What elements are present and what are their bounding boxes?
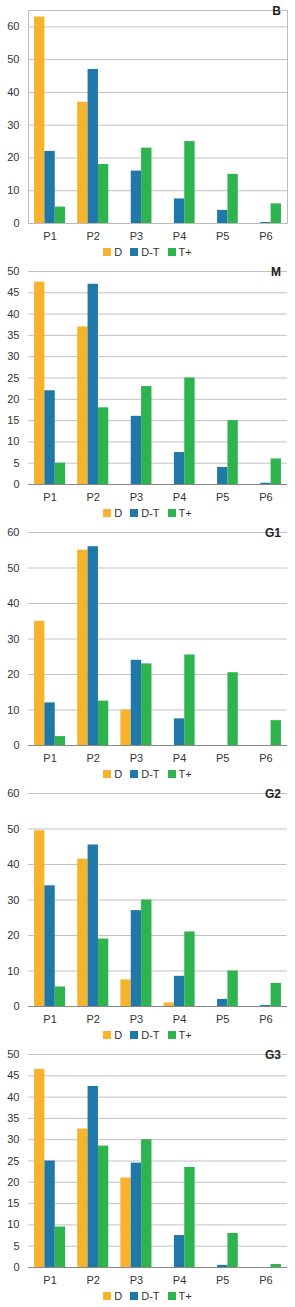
svg-text:15: 15: [7, 414, 19, 426]
svg-text:P3: P3: [130, 1274, 143, 1286]
svg-text:P4: P4: [173, 491, 186, 503]
svg-text:40: 40: [7, 858, 19, 870]
svg-text:60: 60: [7, 787, 19, 799]
svg-text:20: 20: [7, 151, 19, 163]
svg-text:P5: P5: [216, 1274, 229, 1286]
svg-text:45: 45: [7, 286, 19, 298]
html-text:G2: G2: [265, 787, 281, 801]
svg-text:40: 40: [7, 1091, 19, 1103]
svg-text:P2: P2: [87, 491, 100, 503]
html-text:G1: G1: [265, 526, 281, 540]
svg-text:P3: P3: [130, 1013, 143, 1025]
svg-text:P1: P1: [43, 230, 56, 242]
svg-text:20: 20: [7, 929, 19, 941]
svg-text:0: 0: [13, 1000, 19, 1012]
svg-text:P1: P1: [43, 1274, 56, 1286]
svg-text:P2: P2: [87, 1274, 100, 1286]
svg-text:P1: P1: [43, 1013, 56, 1025]
svg-text:P5: P5: [216, 752, 229, 764]
html-text:D: D: [114, 246, 123, 258]
svg-text:P5: P5: [216, 230, 229, 242]
svg-text:10: 10: [7, 184, 19, 196]
svg-text:P5: P5: [216, 491, 229, 503]
svg-text:0: 0: [13, 739, 19, 751]
svg-text:P3: P3: [130, 230, 143, 242]
svg-text:50: 50: [7, 265, 19, 277]
html-text:T+: T+: [178, 246, 192, 258]
svg-text:45: 45: [7, 1069, 19, 1081]
svg-text:P5: P5: [216, 1013, 229, 1025]
svg-text:50: 50: [7, 823, 19, 835]
svg-text:30: 30: [7, 350, 19, 362]
html-text:D: D: [114, 1290, 123, 1302]
svg-text:10: 10: [7, 435, 19, 447]
svg-text:P6: P6: [259, 491, 272, 503]
html-text:D: D: [114, 1029, 123, 1041]
svg-text:60: 60: [7, 20, 19, 32]
svg-text:P6: P6: [259, 1274, 272, 1286]
html-text:T+: T+: [178, 1290, 192, 1302]
html-text:M: M: [271, 265, 281, 279]
svg-text:P6: P6: [259, 230, 272, 242]
svg-text:40: 40: [7, 597, 19, 609]
html-text:D-T: D-T: [141, 1290, 160, 1302]
svg-text:10: 10: [7, 1218, 19, 1230]
svg-text:P2: P2: [87, 1013, 100, 1025]
html-text:D-T: D-T: [141, 768, 160, 780]
svg-text:P1: P1: [43, 491, 56, 503]
svg-text:P6: P6: [259, 1013, 272, 1025]
svg-text:P4: P4: [173, 230, 186, 242]
html-text:T+: T+: [178, 1029, 192, 1041]
svg-text:60: 60: [7, 526, 19, 538]
svg-text:30: 30: [7, 894, 19, 906]
svg-text:20: 20: [7, 1176, 19, 1188]
svg-text:10: 10: [7, 965, 19, 977]
svg-text:P4: P4: [173, 752, 186, 764]
svg-text:50: 50: [7, 1048, 19, 1060]
svg-text:0: 0: [13, 478, 19, 490]
svg-text:P4: P4: [173, 1013, 186, 1025]
html-text:D-T: D-T: [141, 507, 160, 519]
svg-text:40: 40: [7, 308, 19, 320]
svg-text:10: 10: [7, 704, 19, 716]
svg-text:50: 50: [7, 53, 19, 65]
svg-text:30: 30: [7, 119, 19, 131]
html-text:T+: T+: [178, 768, 192, 780]
svg-text:5: 5: [13, 1240, 19, 1252]
svg-text:P2: P2: [87, 230, 100, 242]
svg-text:5: 5: [13, 457, 19, 469]
svg-text:P2: P2: [87, 752, 100, 764]
svg-text:25: 25: [7, 1155, 19, 1167]
svg-text:0: 0: [13, 217, 19, 229]
svg-text:35: 35: [7, 1112, 19, 1124]
html-text:D-T: D-T: [141, 1029, 160, 1041]
svg-text:0: 0: [13, 1261, 19, 1273]
svg-text:P6: P6: [259, 752, 272, 764]
html-text:D: D: [114, 768, 123, 780]
svg-text:40: 40: [7, 86, 19, 98]
svg-text:30: 30: [7, 633, 19, 645]
svg-text:20: 20: [7, 668, 19, 680]
svg-text:15: 15: [7, 1197, 19, 1209]
svg-text:P3: P3: [130, 491, 143, 503]
svg-text:30: 30: [7, 1133, 19, 1145]
svg-text:20: 20: [7, 393, 19, 405]
svg-text:P3: P3: [130, 752, 143, 764]
svg-text:50: 50: [7, 562, 19, 574]
html-text:T+: T+: [178, 507, 192, 519]
svg-text:P4: P4: [173, 1274, 186, 1286]
html-text:B: B: [272, 4, 281, 18]
svg-text:25: 25: [7, 372, 19, 384]
svg-text:35: 35: [7, 329, 19, 341]
svg-text:P1: P1: [43, 752, 56, 764]
html-text:G3: G3: [265, 1048, 281, 1062]
html-text:D: D: [114, 507, 123, 519]
html-text:D-T: D-T: [141, 246, 160, 258]
